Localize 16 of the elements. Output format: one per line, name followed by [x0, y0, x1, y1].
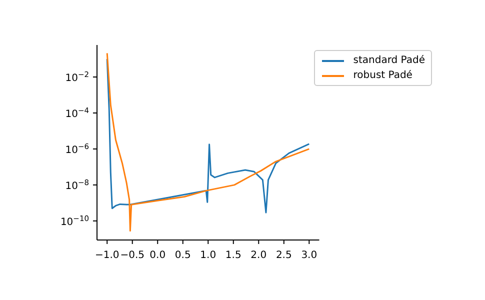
legend-label: robust Padé [353, 69, 412, 83]
y-tick-label: 10$^{−2}$ [65, 69, 90, 84]
x-tick-label: 2.0 [250, 250, 267, 261]
x-tick-label: 3.0 [301, 250, 318, 261]
x-tick-label: 0.0 [150, 250, 166, 261]
y-tick-label: 10$^{−6}$ [65, 141, 90, 156]
x-tick-label: 2.5 [276, 250, 292, 261]
x-tick-label: 0.5 [174, 250, 191, 261]
y-tick-label: 10$^{−8}$ [65, 177, 90, 192]
y-tick-label: 10$^{−10}$ [60, 213, 90, 228]
y-tick-label: 10$^{−4}$ [65, 105, 90, 120]
x-tick-label: 1.0 [200, 250, 216, 261]
x-tick-label: 1.5 [225, 250, 242, 261]
legend-label: standard Padé [353, 54, 425, 68]
x-tick-label: −0.5 [120, 250, 145, 261]
x-tick-label: −1.0 [94, 250, 120, 261]
